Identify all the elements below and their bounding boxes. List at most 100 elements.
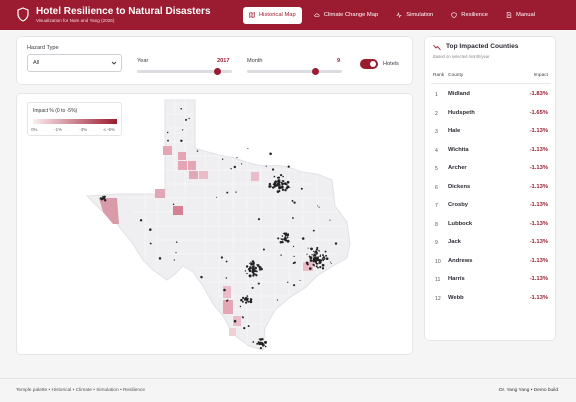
county-andrews: [155, 189, 165, 198]
hotel-markers: [99, 107, 338, 350]
app-subtitle: Visualization for Nam and Yang (2026): [36, 18, 115, 23]
table-row[interactable]: 12 Webb -1.13%: [431, 290, 551, 308]
county-harris: [303, 262, 313, 271]
panel-subtitle: Based on selected month/year: [433, 54, 490, 59]
row-impact: -1.13%: [529, 276, 548, 282]
hazard-type-label: Hazard Type: [27, 45, 59, 51]
row-rank: 6: [435, 184, 438, 191]
nav-label: Simulation: [406, 12, 434, 18]
table-row[interactable]: 2 Hudspeth -1.65%: [431, 105, 551, 123]
top-counties-panel: Top Impacted Counties Based on selected …: [424, 36, 556, 341]
legend-tick: -3%: [79, 127, 88, 132]
row-impact: -1.13%: [529, 183, 548, 190]
nav-manual[interactable]: Manual: [500, 7, 541, 24]
col-impact: Impact: [533, 73, 548, 78]
table-row[interactable]: 9 Jack -1.13%: [431, 234, 551, 252]
nav-label: Climate Change Map: [323, 12, 379, 18]
row-impact: -1.13%: [529, 220, 548, 227]
month-value: 9: [337, 58, 341, 64]
nav-simulation[interactable]: Simulation: [390, 7, 439, 24]
month-slider[interactable]: [247, 68, 342, 75]
row-county: Webb: [448, 294, 464, 301]
table-row[interactable]: 8 Lubbock -1.13%: [431, 216, 551, 234]
row-county: Dickens: [448, 183, 471, 190]
nav-label: Manual: [516, 12, 536, 18]
county-south: [233, 316, 241, 326]
year-slider-handle[interactable]: [214, 68, 222, 75]
row-county: Midland: [448, 91, 470, 97]
shield-icon: [17, 7, 29, 22]
nav-label: Resilience: [461, 12, 489, 18]
legend-tick: -1%: [54, 127, 62, 132]
row-county: Jack: [448, 239, 461, 245]
row-impact: -1.13%: [529, 202, 548, 208]
county-hudspeth: [99, 198, 119, 224]
col-county: County: [448, 73, 464, 78]
texas-outline: [85, 99, 351, 351]
row-rank: 2: [435, 110, 438, 117]
table-row[interactable]: 3 Hale -1.13%: [431, 123, 551, 141]
county-archer: [199, 171, 208, 179]
legend-tick: ≤ -5%: [103, 127, 115, 132]
county-south-2: [229, 328, 236, 336]
county-lubbock: [178, 152, 186, 160]
header-divider: [431, 83, 551, 84]
row-impact: -1.13%: [529, 146, 548, 153]
map-icon: [249, 12, 255, 18]
row-county: Wichita: [448, 146, 469, 153]
col-rank: Rank: [433, 73, 445, 78]
app-title: Hotel Resilience to Natural Disasters: [36, 6, 211, 17]
chevron-down-icon: [111, 61, 117, 65]
shield-heart-icon: [451, 12, 457, 18]
table-row[interactable]: 6 Dickens -1.13%: [431, 179, 551, 197]
month-slider-handle[interactable]: [311, 68, 319, 75]
filter-controls: Hazard Type All Year 2017 Month 9 Hotels: [16, 36, 413, 85]
nav-resilience[interactable]: Resilience: [445, 7, 494, 24]
hazard-type-value: All: [33, 60, 40, 66]
hazard-type-select[interactable]: All: [27, 54, 122, 72]
legend-color-bar: [33, 119, 117, 124]
row-rank: 7: [435, 203, 438, 209]
row-rank: 9: [435, 240, 438, 246]
month-label: Month: [247, 58, 263, 64]
panel-title: Top Impacted Counties: [446, 43, 519, 50]
row-rank: 12: [435, 295, 441, 302]
county-crosby: [178, 161, 187, 170]
nav-historical-map[interactable]: Historical Map: [243, 6, 302, 24]
pulse-icon: [396, 12, 402, 18]
row-county: Lubbock: [448, 220, 473, 227]
row-rank: 10: [435, 258, 441, 265]
table-row[interactable]: 5 Archer -1.13%: [431, 160, 551, 178]
year-slider[interactable]: [137, 68, 232, 75]
row-county: Archer: [448, 165, 467, 171]
county-jack: [251, 172, 259, 181]
legend-title: Impact % (0 to -5%): [33, 108, 78, 114]
row-rank: 5: [435, 166, 438, 172]
table-row[interactable]: 11 Harris -1.13%: [431, 271, 551, 289]
county-midland: [173, 206, 183, 215]
county-dickens: [188, 161, 196, 170]
legend-tick: 0%: [31, 127, 38, 132]
hotels-toggle[interactable]: [360, 59, 378, 69]
county-hale: [163, 146, 172, 155]
footer-links: Temple palette • Historical • Climate • …: [16, 388, 146, 393]
cloud-icon: [314, 13, 320, 17]
app-header: Hotel Resilience to Natural Disasters Vi…: [0, 0, 576, 30]
row-impact: -1.13%: [529, 294, 548, 301]
nav-climate-change-map[interactable]: Climate Change Map: [308, 7, 384, 24]
row-rank: 11: [435, 277, 441, 283]
table-row[interactable]: 1 Midland -1.83%: [431, 86, 551, 104]
table-row[interactable]: 7 Crosby -1.13%: [431, 197, 551, 215]
main-nav: Historical Map Climate Change Map Simula…: [243, 6, 547, 24]
row-impact: -1.65%: [529, 109, 548, 116]
map-legend: Impact % (0 to -5%) 0% -1% -3% ≤ -5%: [27, 102, 122, 136]
row-impact: -1.13%: [529, 128, 548, 134]
row-county: Crosby: [448, 202, 468, 208]
toggle-knob: [370, 61, 376, 67]
map-panel: Impact % (0 to -5%) 0% -1% -3% ≤ -5%: [16, 93, 413, 355]
texas-map[interactable]: [17, 94, 414, 356]
row-impact: -1.13%: [529, 239, 548, 245]
table-row[interactable]: 10 Andrews -1.13%: [431, 253, 551, 271]
table-row[interactable]: 4 Wichita -1.13%: [431, 142, 551, 160]
county-webb: [223, 300, 233, 314]
